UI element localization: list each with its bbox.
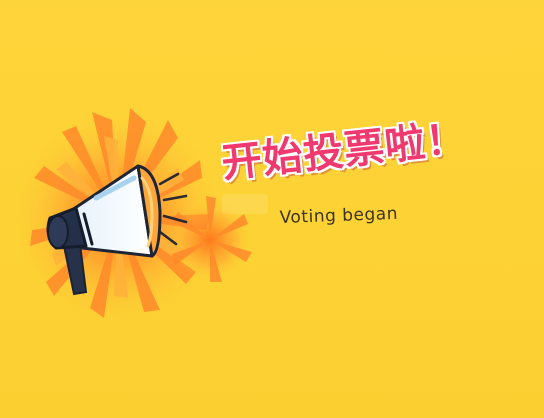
- burst-glow-large: [13, 108, 223, 323]
- subline-text: Voting began: [279, 203, 399, 228]
- sound-lines: [158, 172, 188, 246]
- megaphone-icon: [46, 164, 162, 296]
- burst-glow-small: [170, 196, 252, 282]
- faint-watermark: [222, 194, 268, 214]
